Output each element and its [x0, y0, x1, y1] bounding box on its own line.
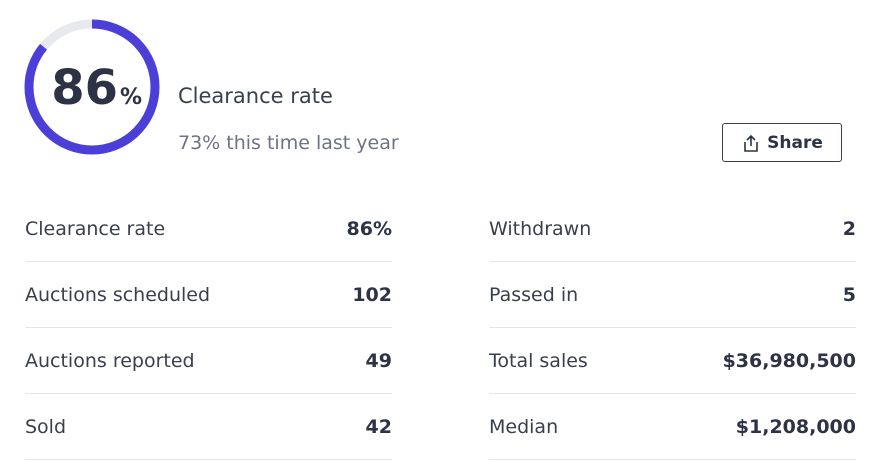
gauge-unit: % [120, 85, 142, 110]
stat-value: 2 [842, 217, 856, 240]
share-icon [744, 134, 758, 152]
title: Clearance rate [178, 84, 333, 108]
share-button[interactable]: Share [722, 123, 842, 162]
stat-row: Passed in 5 [489, 262, 856, 328]
gauge: 86 % [24, 19, 160, 155]
stat-label: Passed in [489, 283, 579, 306]
stat-row: Total sales $36,980,500 [489, 328, 856, 394]
stat-value: 86% [346, 217, 392, 240]
stat-label: Sold [25, 415, 67, 438]
share-label: Share [767, 132, 823, 153]
stat-label: Withdrawn [489, 217, 592, 240]
gauge-arc [24, 19, 160, 155]
stat-row: Auctions scheduled 102 [25, 262, 392, 328]
stat-label: Clearance rate [25, 217, 166, 240]
stat-label: Auctions scheduled [25, 283, 211, 306]
stat-value: 5 [842, 283, 856, 306]
gauge-value: 86 [51, 60, 118, 116]
stat-row: Median $1,208,000 [489, 394, 856, 460]
stat-row: Clearance rate 86% [25, 196, 392, 262]
stat-label: Total sales [489, 349, 588, 372]
stat-value: 49 [365, 349, 392, 372]
subtitle: 73% this time last year [178, 132, 399, 154]
stat-value: $1,208,000 [735, 415, 856, 438]
stat-row: Auctions reported 49 [25, 328, 392, 394]
stat-value: $36,980,500 [722, 349, 856, 372]
stat-label: Auctions reported [25, 349, 195, 372]
stat-label: Median [489, 415, 559, 438]
stat-row: Sold 42 [25, 394, 392, 460]
stat-row: Withdrawn 2 [489, 196, 856, 262]
stat-value: 42 [365, 415, 392, 438]
stat-value: 102 [352, 283, 392, 306]
